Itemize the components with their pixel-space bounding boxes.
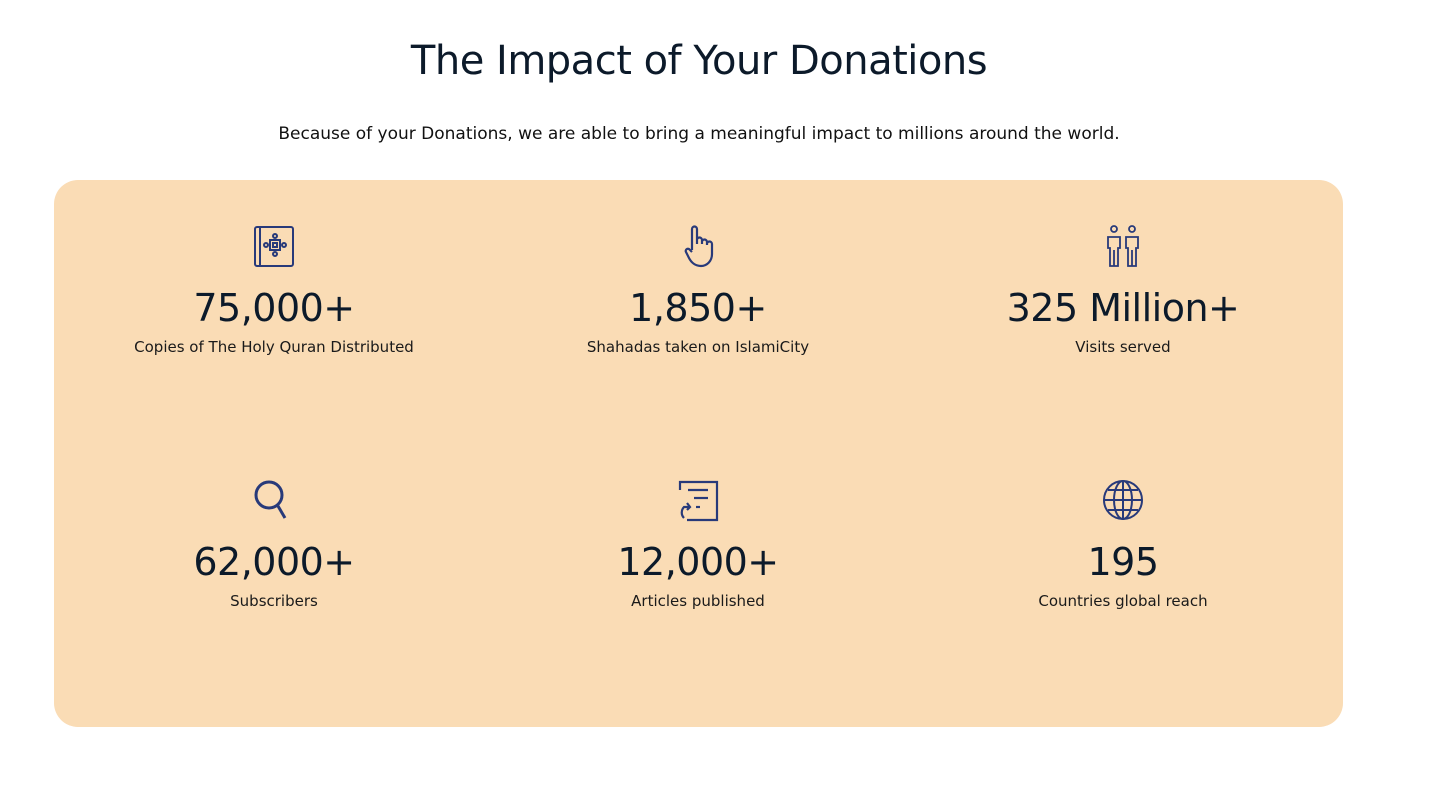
stat-label: Subscribers <box>230 592 318 610</box>
search-icon <box>254 480 287 519</box>
impact-panel: 75,000+ Copies of The Holy Quran Distrib… <box>54 180 1343 727</box>
page-title: The Impact of Your Donations <box>410 38 988 84</box>
stat-value: 325 Million+ <box>1006 286 1240 330</box>
stat-value: 1,850+ <box>629 286 767 330</box>
page-subtitle: Because of your Donations, we are able t… <box>278 124 1120 144</box>
stat-label: Countries global reach <box>1038 592 1208 610</box>
stat-subscribers: 62,000+ Subscribers <box>59 478 489 610</box>
stat-countries: 195 Countries global reach <box>908 478 1338 610</box>
stat-visits: 325 Million+ Visits served <box>908 224 1338 356</box>
stat-label: Articles published <box>631 592 765 610</box>
stat-quran: 75,000+ Copies of The Holy Quran Distrib… <box>59 224 489 356</box>
stat-shahadas: 1,850+ Shahadas taken on IslamiCity <box>483 224 913 356</box>
stat-value: 75,000+ <box>193 286 355 330</box>
globe-icon <box>1103 480 1143 520</box>
people-icon <box>1107 225 1139 267</box>
stat-label: Copies of The Holy Quran Distributed <box>134 338 414 356</box>
stat-value: 12,000+ <box>617 540 779 584</box>
stat-value: 195 <box>1087 540 1159 584</box>
article-icon <box>678 480 719 522</box>
quran-book-icon <box>254 226 294 267</box>
pointing-hand-icon <box>684 225 714 268</box>
stat-value: 62,000+ <box>193 540 355 584</box>
stat-articles: 12,000+ Articles published <box>483 478 913 610</box>
stat-label: Visits served <box>1075 338 1171 356</box>
stat-label: Shahadas taken on IslamiCity <box>586 338 810 356</box>
